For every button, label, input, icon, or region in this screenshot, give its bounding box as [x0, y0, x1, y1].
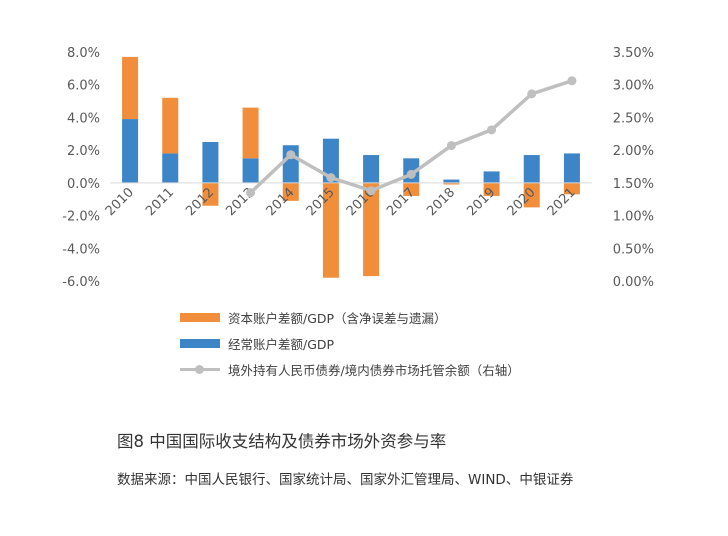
y-right-tick-label: 1.00% [613, 210, 654, 225]
y-right-tick-label: 1.50% [613, 177, 654, 192]
legend-swatch-bonds [180, 363, 220, 375]
y-right-tick-label: 2.00% [613, 144, 654, 159]
bar-capital-account [282, 182, 299, 201]
legend-label-capital: 资本账户差额/GDP（含净误差与遗漏） [228, 310, 447, 326]
bond-share-point [286, 150, 296, 160]
data-source: 数据来源：中国人民银行、国家统计局、国家外汇管理局、WIND、中银证券 [117, 472, 574, 488]
bar-current-account [322, 138, 339, 183]
bar-capital-account [523, 182, 540, 208]
y-left-tick-label: -4.0% [62, 242, 100, 257]
bond-share-point [487, 125, 497, 135]
y-left-tick-label: 6.0% [67, 79, 100, 94]
y-left-tick-label: 0.0% [67, 177, 100, 192]
balance-of-payments-chart: 8.0% 6.0% 4.0% 2.0% 0.0% -2.0% -4.0% -6.0% 3.50%… [62, 46, 654, 290]
x-tick-label: 2010 [103, 185, 137, 219]
y-right-tick-label: 0.00% [613, 275, 654, 290]
bar-capital-account [483, 182, 500, 196]
y-left-tick-label: 2.0% [67, 144, 100, 159]
y-right-tick-label: 2.50% [613, 111, 654, 126]
chart-legend: 资本账户差额/GDP（含净误差与遗漏） 经常账户差额/GDP 境外持有人民币债券… [150, 304, 520, 382]
bond-share-point [366, 186, 376, 196]
legend-item-current: 经常账户差额/GDP [150, 330, 520, 356]
bar-current-account [122, 119, 139, 183]
bond-share-point [326, 173, 336, 183]
y-left-tick-label: 4.0% [67, 111, 100, 126]
legend-swatch-capital [180, 312, 220, 322]
legend-item-capital: 资本账户差额/GDP（含净误差与遗漏） [150, 304, 520, 330]
bond-share-point [446, 141, 456, 151]
bar-capital-account [242, 107, 259, 159]
bar-capital-account [122, 56, 139, 120]
bar-capital-account [322, 182, 339, 278]
y-right-tick-label: 3.00% [613, 79, 654, 94]
bar-current-account [162, 153, 179, 183]
bar-current-account [363, 155, 380, 183]
bar-current-account [523, 155, 540, 183]
bar-capital-account [363, 182, 380, 277]
x-tick-label: 2011 [143, 185, 177, 219]
bar-current-account [563, 153, 580, 183]
y-left-tick-label: 8.0% [67, 46, 100, 61]
y-right-tick-label: 3.50% [613, 46, 654, 61]
bar-current-account [443, 179, 460, 183]
bond-share-point [527, 89, 537, 99]
bar-current-account [202, 141, 219, 183]
bar-capital-account [202, 182, 219, 206]
bar-capital-account [563, 182, 580, 195]
bar-current-account [242, 158, 259, 183]
y-right-tick-label: 0.50% [613, 242, 654, 257]
legend-swatch-current [180, 338, 220, 348]
y-left-tick-label: -6.0% [62, 275, 100, 290]
legend-item-bonds: 境外持有人民币债券/境内债券市场托管余额（右轴） [150, 356, 520, 382]
bar-capital-account [403, 182, 420, 196]
bar-capital-account [162, 97, 179, 154]
bar-capital-account [443, 182, 460, 185]
bond-share-point [246, 188, 256, 198]
figure-caption: 图8 中国国际收支结构及债券市场外资参与率 [117, 432, 447, 451]
bar-current-account [483, 171, 500, 183]
bond-share-point [567, 76, 577, 86]
legend-label-bonds: 境外持有人民币债券/境内债券市场托管余额（右轴） [228, 362, 520, 378]
y-left-tick-label: -2.0% [62, 210, 100, 225]
x-tick-label: 2018 [424, 185, 458, 219]
legend-label-current: 经常账户差额/GDP [228, 336, 335, 352]
bond-share-point [406, 169, 416, 179]
